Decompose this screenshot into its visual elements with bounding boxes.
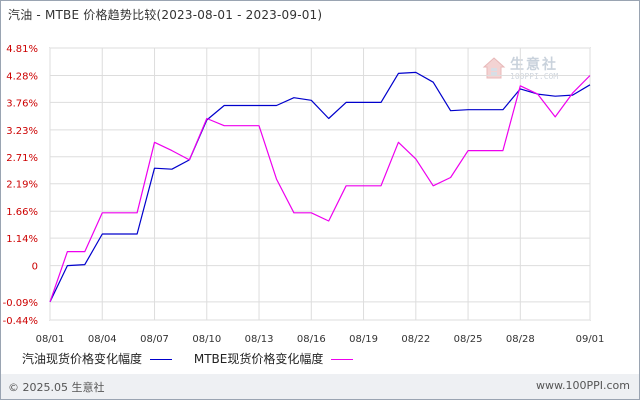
x-tick-label: 08/22: [401, 334, 430, 345]
legend: 汽油现货价格变化幅度 MTBE现货价格变化幅度: [22, 350, 371, 367]
legend-label-gasoline: 汽油现货价格变化幅度: [22, 352, 143, 366]
watermark-name: 生意社: [510, 57, 558, 73]
legend-swatch-mtbe: [331, 359, 354, 360]
watermark-logo: 生意社 100PPI.COM: [480, 52, 576, 86]
grid-layer: [49, 47, 591, 321]
y-tick-label: 2.19%: [6, 180, 38, 191]
x-tick-label: 08/19: [349, 334, 378, 345]
x-tick-label: 08/01: [36, 334, 65, 345]
y-tick-label: 4.28%: [6, 71, 38, 82]
y-tick-label: -0.09%: [3, 298, 38, 309]
legend-label-mtbe: MTBE现货价格变化幅度: [193, 352, 324, 366]
x-tick-label: 08/28: [506, 334, 535, 345]
x-tick-label: 09/01: [576, 334, 605, 345]
legend-swatch-gasoline: [150, 359, 173, 360]
copyright-text: © 2025.05 生意社: [8, 381, 105, 394]
legend-item-gasoline: 汽油现货价格变化幅度: [22, 350, 173, 367]
y-tick-label: 3.23%: [6, 126, 38, 137]
y-tick-label: 4.81%: [6, 44, 38, 55]
series-layer: [49, 71, 591, 303]
series-line-gasoline: [49, 71, 591, 303]
y-tick-label: 1.66%: [6, 207, 38, 218]
x-tick-label: 08/07: [140, 334, 169, 345]
y-tick-label: -0.44%: [3, 316, 38, 327]
x-tick-label: 08/04: [88, 334, 117, 345]
x-tick-label: 08/25: [454, 334, 483, 345]
legend-item-mtbe: MTBE现货价格变化幅度: [194, 350, 354, 367]
y-tick-label: 2.71%: [6, 153, 38, 164]
series-line-mtbe: [49, 75, 591, 303]
y-tick-label: 1.14%: [6, 234, 38, 245]
watermark-domain: 100PPI.COM: [510, 72, 559, 81]
house-logo-icon: [482, 57, 506, 79]
y-tick-label: 3.76%: [6, 98, 38, 109]
chart-title: 汽油 - MTBE 价格趋势比较(2023-08-01 - 2023-09-01…: [8, 8, 323, 22]
x-tick-label: 08/13: [245, 334, 274, 345]
x-tick-label: 08/16: [297, 334, 326, 345]
axis-layer: 4.81% 4.28% 3.76% 3.23% 2.71% 2.19% 1.66% 1.14%…: [3, 44, 605, 345]
site-link[interactable]: www.100PPI.com: [536, 379, 630, 392]
footer-bar: [1, 374, 639, 399]
y-tick-label: 0: [32, 262, 38, 273]
x-tick-label: 08/10: [192, 334, 221, 345]
